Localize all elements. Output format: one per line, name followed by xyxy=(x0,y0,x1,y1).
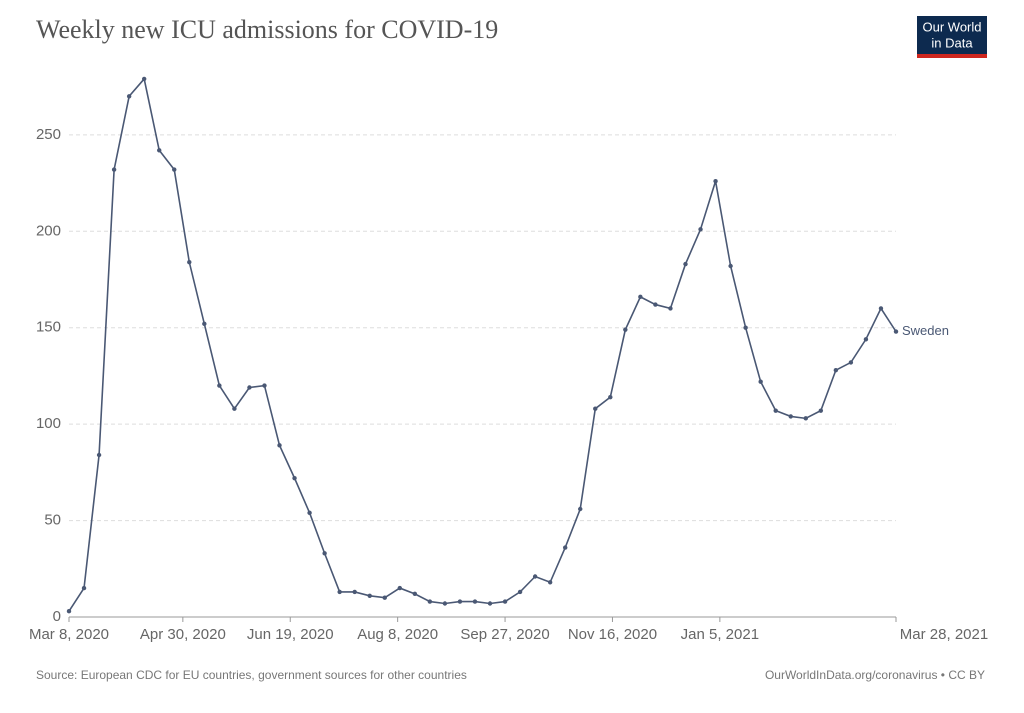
point xyxy=(713,178,718,184)
point xyxy=(833,367,839,373)
credit: OurWorldInData.org/coronavirus • CC BY xyxy=(765,668,985,682)
logo: Our World in Data xyxy=(917,16,987,58)
point xyxy=(126,94,132,99)
point xyxy=(217,383,222,388)
x-tick-label: Jan 5, 2021 xyxy=(681,626,759,643)
point xyxy=(623,327,628,332)
point xyxy=(66,609,72,614)
point xyxy=(367,593,372,598)
point xyxy=(758,379,763,384)
point xyxy=(232,406,237,411)
source-note: Source: European CDC for EU countries, g… xyxy=(36,668,467,682)
point xyxy=(517,589,523,595)
point xyxy=(292,475,297,481)
chart-title: Weekly new ICU admissions for COVID-19 xyxy=(36,15,498,44)
point xyxy=(277,443,282,448)
point xyxy=(743,325,748,330)
x-tick-label: Apr 30, 2020 xyxy=(140,626,226,643)
series-label: Sweden xyxy=(902,323,949,338)
point xyxy=(322,551,327,556)
point xyxy=(653,302,658,307)
y-tick-label: 250 xyxy=(36,126,61,143)
logo-box xyxy=(917,16,987,54)
point xyxy=(81,585,87,591)
point xyxy=(382,595,387,600)
x-tick-label: Mar 28, 2021 xyxy=(900,626,988,643)
point xyxy=(397,585,402,591)
y-tick-label: 0 xyxy=(53,608,61,625)
point xyxy=(157,148,162,153)
point xyxy=(187,259,192,265)
point xyxy=(848,360,854,365)
point xyxy=(683,261,688,267)
y-tick-label: 50 xyxy=(44,512,61,529)
point xyxy=(262,383,267,388)
point xyxy=(563,545,568,550)
point xyxy=(788,414,793,419)
point xyxy=(578,506,583,512)
point xyxy=(352,589,357,595)
point xyxy=(502,599,508,604)
point xyxy=(547,580,553,585)
point xyxy=(247,385,252,390)
point xyxy=(728,263,733,269)
point xyxy=(472,599,478,604)
point xyxy=(863,337,869,342)
point xyxy=(307,510,312,516)
logo-bar xyxy=(917,54,987,58)
y-tick-label: 100 xyxy=(36,415,61,432)
point xyxy=(427,599,433,604)
x-tick-label: Mar 8, 2020 xyxy=(29,626,109,643)
y-tick-label: 200 xyxy=(36,222,61,239)
y-tick-label: 150 xyxy=(36,319,61,336)
point xyxy=(337,589,342,595)
point xyxy=(202,321,207,327)
x-tick-label: Nov 16, 2020 xyxy=(568,626,657,643)
logo-text: Our World xyxy=(923,19,982,34)
point xyxy=(172,167,177,172)
point xyxy=(141,76,147,82)
point xyxy=(698,227,703,232)
point xyxy=(773,408,778,413)
point xyxy=(442,601,448,606)
logo-text: in Data xyxy=(931,35,973,50)
x-tick-label: Aug 8, 2020 xyxy=(357,626,438,643)
point xyxy=(668,306,673,311)
point xyxy=(457,599,463,604)
point xyxy=(893,329,899,334)
line xyxy=(68,77,897,612)
point xyxy=(593,406,598,411)
point xyxy=(608,394,613,400)
x-tick-label: Jun 19, 2020 xyxy=(247,626,334,643)
point xyxy=(532,574,538,579)
point xyxy=(412,591,418,597)
point xyxy=(96,452,102,458)
point xyxy=(818,408,824,413)
point xyxy=(803,416,808,421)
x-tick-label: Sep 27, 2020 xyxy=(460,626,549,643)
point xyxy=(878,306,884,311)
point xyxy=(111,167,117,172)
point xyxy=(487,601,493,606)
point xyxy=(638,294,643,300)
